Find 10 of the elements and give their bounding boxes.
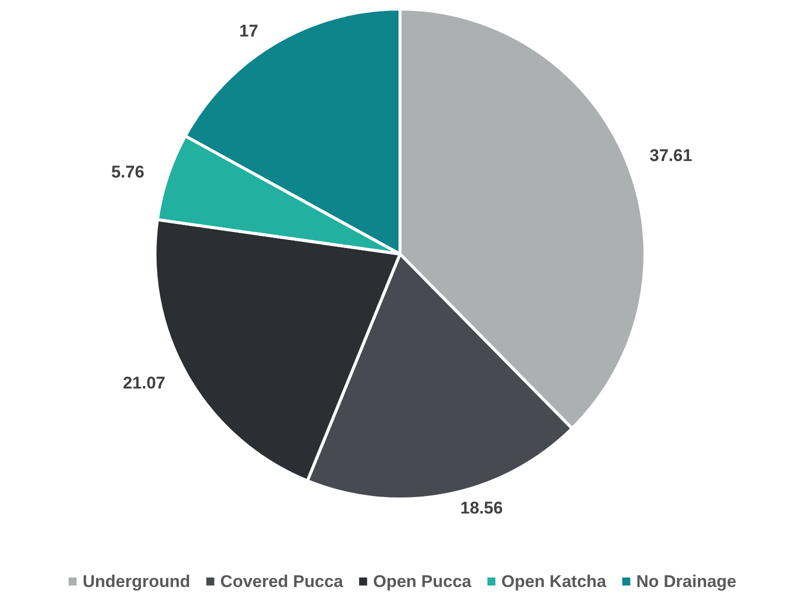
data-label: 18.56 — [460, 498, 503, 518]
legend-label: No Drainage — [636, 572, 736, 591]
data-label: 5.76 — [111, 162, 144, 182]
data-label: 21.07 — [122, 373, 166, 392]
legend-label: Open Pucca — [373, 572, 472, 591]
data-label: 17 — [239, 22, 258, 41]
legend-label: Underground — [82, 572, 190, 591]
legend-label: Covered Pucca — [220, 572, 344, 591]
data-label: 37.61 — [650, 146, 692, 166]
legend-label: Open Katcha — [501, 572, 607, 591]
